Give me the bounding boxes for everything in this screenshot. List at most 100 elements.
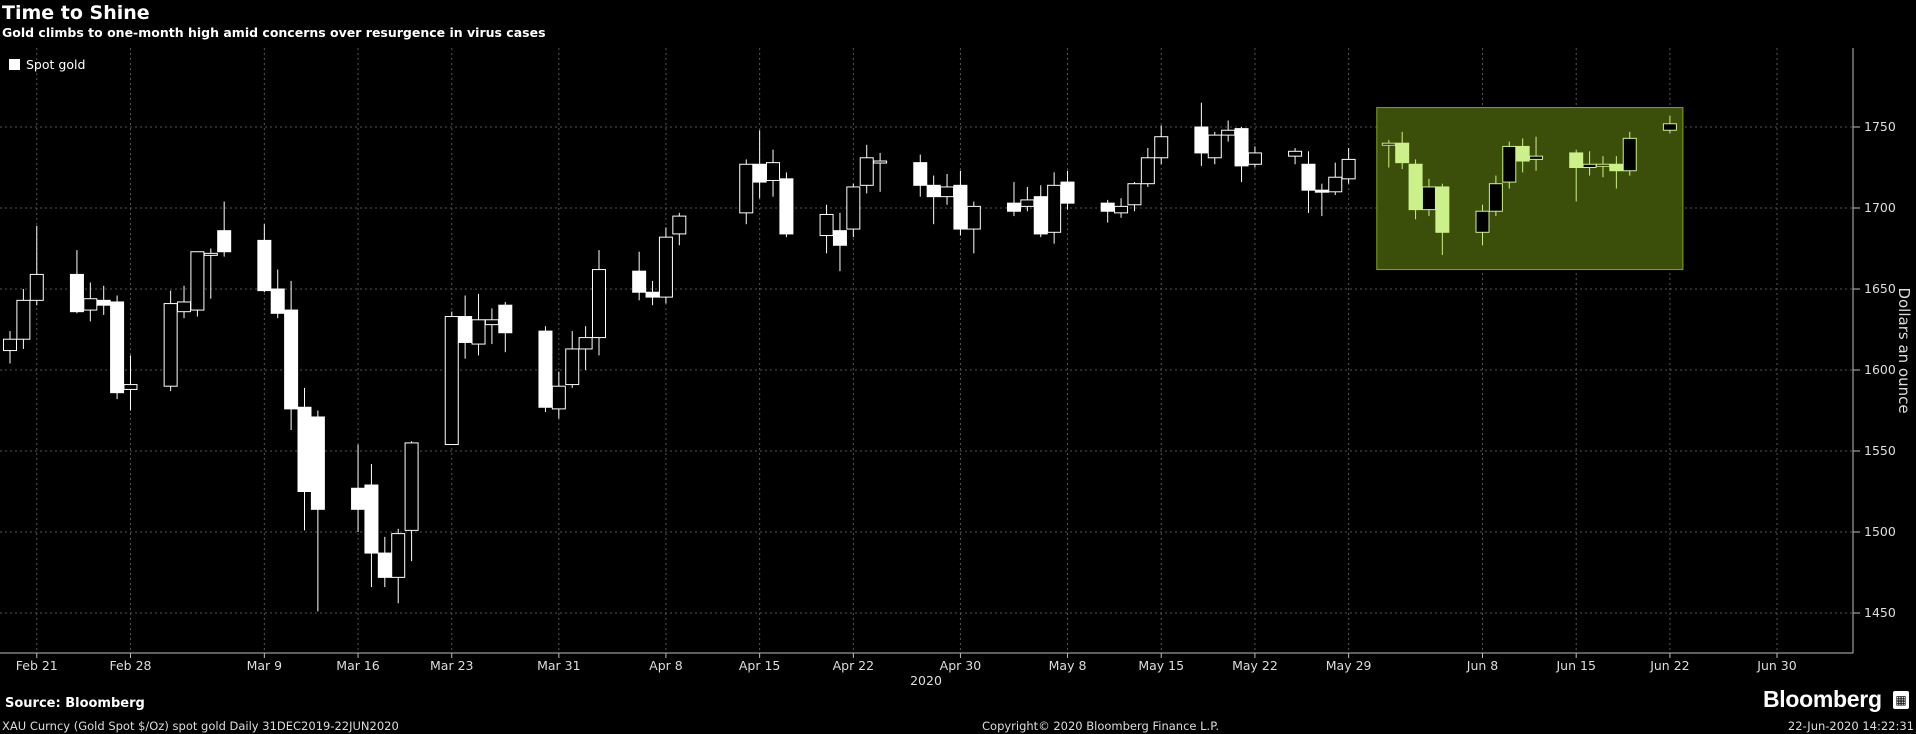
candle-body <box>926 184 941 198</box>
legend-swatch <box>9 59 20 70</box>
candle-body <box>752 163 767 183</box>
candle-body <box>1435 186 1450 233</box>
footer-copyright: Copyright© 2020 Bloomberg Finance L.P. <box>982 719 1219 733</box>
candle-body <box>913 162 928 186</box>
x-tick-label: May 29 <box>1326 658 1372 673</box>
x-tick-label: Apr 15 <box>739 658 781 673</box>
x-tick-label: Jun 22 <box>1649 658 1689 673</box>
candle-body <box>658 236 673 298</box>
candle-body <box>953 184 968 230</box>
candle-body <box>203 252 218 256</box>
y-tick-label: 1500 <box>1864 524 1896 539</box>
candle-body <box>846 186 861 230</box>
candle-body <box>471 319 486 345</box>
candle-body <box>1582 163 1597 168</box>
candle-body <box>1247 152 1262 165</box>
candle-body <box>217 230 232 253</box>
candle-body <box>110 301 125 394</box>
candle-body <box>966 205 981 230</box>
candle-body <box>1328 176 1343 193</box>
candle-body <box>190 251 205 311</box>
candle-body <box>163 303 178 387</box>
candle-body <box>96 299 111 306</box>
candle-body <box>766 162 781 181</box>
candle-body <box>1569 152 1584 168</box>
candle-body <box>832 230 847 246</box>
candle-body <box>1662 123 1677 131</box>
chart-title: Time to Shine <box>2 2 150 24</box>
candle-body <box>1595 163 1610 167</box>
candle-body <box>29 273 44 301</box>
x-tick-label: Apr 22 <box>833 658 875 673</box>
y-tick-label: 1550 <box>1864 443 1896 458</box>
candle-body <box>1288 150 1303 157</box>
x-tick-label: Jun 30 <box>1756 658 1796 673</box>
candle-body <box>3 338 17 352</box>
candle-body <box>1515 145 1530 162</box>
candle-body <box>819 213 834 237</box>
x-year-label: 2020 <box>910 673 942 688</box>
candle-body <box>1154 136 1169 159</box>
x-tick-label: Mar 16 <box>336 658 380 673</box>
candle-body <box>177 301 192 313</box>
y-tick-label: 1650 <box>1864 281 1896 296</box>
candle-body <box>1207 134 1222 159</box>
candle-body <box>1622 137 1637 172</box>
candle-body <box>1234 128 1249 167</box>
source-note: Source: Bloomberg <box>5 696 145 711</box>
candle-body <box>1033 196 1048 235</box>
candle-body <box>873 160 888 164</box>
candle-body <box>498 304 513 334</box>
x-tick-label: May 15 <box>1138 658 1184 673</box>
x-tick-label: May 8 <box>1049 658 1087 673</box>
candle-body <box>377 552 392 578</box>
candle-body <box>592 269 606 339</box>
y-tick-label: 1450 <box>1864 605 1896 620</box>
x-tick-label: Feb 28 <box>109 658 151 673</box>
footer-ticker-info: XAU Curncy (Gold Spot $/Oz) spot gold Da… <box>2 719 399 733</box>
candle-body <box>1529 155 1544 160</box>
candle-body <box>391 533 406 578</box>
candle-body <box>672 215 687 235</box>
x-tick-label: Jun 8 <box>1466 658 1499 673</box>
candle-body <box>297 406 312 493</box>
candle-body <box>123 384 138 390</box>
x-tick-label: May 22 <box>1232 658 1278 673</box>
candle-body <box>257 239 272 292</box>
candle-body <box>83 298 98 311</box>
candle-body <box>16 299 31 340</box>
candle-body <box>632 270 647 293</box>
candle-body <box>1609 163 1624 172</box>
footer-timestamp: 22-Jun-2020 14:22:31 <box>1787 719 1914 733</box>
x-tick-label: Mar 23 <box>430 658 473 673</box>
candle-body <box>1301 163 1316 191</box>
candle-body <box>1047 184 1062 233</box>
candle-layer <box>3 102 1677 612</box>
candle-body <box>739 163 754 214</box>
x-tick-label: Jun 15 <box>1555 658 1595 673</box>
candle-body <box>1100 202 1115 212</box>
candle-body <box>1127 183 1142 206</box>
y-axis-title: Dollars an ounce <box>1895 287 1913 413</box>
y-tick-label: 1700 <box>1864 200 1896 215</box>
candle-body <box>1060 181 1075 204</box>
candle-body <box>1221 129 1236 136</box>
candle-body <box>351 487 366 510</box>
x-tick-label: Mar 9 <box>247 658 283 673</box>
candle-body <box>1114 205 1129 214</box>
candle-body <box>940 186 955 198</box>
candle-body <box>404 442 419 531</box>
candle-body <box>551 385 566 410</box>
x-tick-label: Apr 30 <box>940 658 982 673</box>
terminal-icon: ▦ <box>1893 691 1909 709</box>
bloomberg-logo: Bloomberg <box>1763 686 1882 712</box>
candle-body <box>444 316 459 446</box>
candle-body <box>1488 183 1503 212</box>
candle-body <box>364 484 379 554</box>
candle-body <box>1314 189 1329 193</box>
candle-body <box>1006 202 1021 212</box>
chart-subtitle: Gold climbs to one-month high amid conce… <box>2 25 546 40</box>
axes-layer: 1450 1500 1550 1600 1650 1700 1750 Feb 21 Feb 28… <box>0 48 1913 688</box>
candle-body <box>578 337 593 350</box>
